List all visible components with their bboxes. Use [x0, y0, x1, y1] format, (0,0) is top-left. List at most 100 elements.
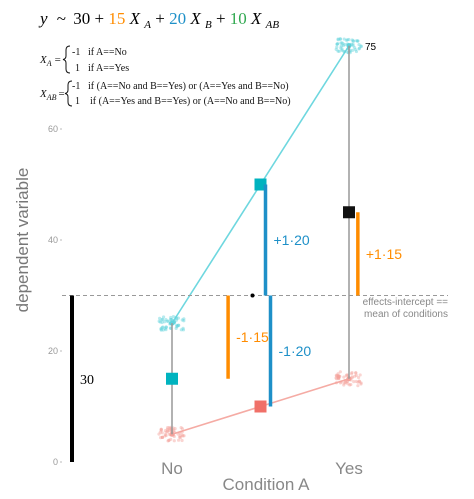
data-point [160, 318, 164, 322]
data-point [166, 428, 170, 433]
xab-coding: XAB = -1 if (A==No and B==Yes) or (A==Yes… [39, 80, 291, 107]
data-point [344, 381, 348, 385]
data-point [174, 326, 178, 331]
data-point [356, 380, 360, 384]
data-point [348, 383, 352, 387]
data-point [161, 328, 166, 332]
data-point [163, 434, 167, 438]
data-point [337, 375, 341, 380]
data-point [162, 320, 167, 324]
x-axis-title: Condition A [223, 475, 311, 494]
data-point [166, 439, 170, 443]
y-axis-title: dependent variable [13, 168, 32, 313]
xa-coding: XA = -1 if A==No 1 if A==Yes [39, 45, 129, 74]
data-point [164, 325, 168, 329]
data-point [350, 371, 354, 375]
data-point [164, 317, 168, 322]
data-point [335, 42, 339, 46]
equation-coef-a: 15 [108, 9, 125, 28]
data-point [351, 42, 355, 46]
data-point [358, 373, 362, 377]
data-point [157, 432, 161, 436]
data-point [353, 48, 358, 52]
data-point [345, 38, 350, 42]
data-point [168, 317, 173, 322]
data-point [347, 37, 351, 42]
level-mean-marker [254, 178, 267, 191]
data-point [359, 381, 363, 385]
data-point [160, 435, 165, 439]
equation-tilde: ~ [57, 9, 66, 28]
data-point [158, 316, 162, 321]
data-point [351, 39, 355, 43]
data-point [342, 381, 346, 385]
data-point [354, 373, 358, 377]
data-point [180, 427, 185, 431]
equation-var-b: X [189, 9, 201, 28]
data-point [167, 428, 172, 432]
effect-bar-label: +1·20 [274, 232, 310, 248]
data-point [159, 428, 163, 432]
data-point [168, 326, 173, 330]
intercept-annotation-line-2: mean of conditions [364, 309, 448, 320]
data-point [167, 438, 171, 443]
equation-sub-ab: AB [265, 19, 280, 31]
data-point [338, 374, 342, 378]
data-point [336, 37, 340, 41]
xab-coding-brace [64, 80, 73, 107]
data-point [354, 379, 358, 384]
data-point [160, 317, 165, 321]
xab-coding-text-1: if (A==No and B==Yes) or (A==Yes and B==… [88, 81, 289, 92]
equation-plus-1: + [95, 9, 105, 28]
data-point [166, 430, 170, 434]
data-point [339, 41, 343, 45]
level-mean-marker [166, 372, 178, 385]
data-point [164, 430, 168, 434]
y-tick-label: 60 [48, 124, 58, 134]
equation-var-ab: X [250, 9, 262, 28]
data-point [336, 374, 340, 378]
data-point [164, 325, 168, 329]
xa-coding-val-2: 1 [75, 63, 80, 74]
equation-plus-3: + [216, 9, 226, 28]
xa-coding-val-1: -1 [72, 47, 80, 58]
data-point [159, 328, 163, 332]
data-point [335, 42, 339, 46]
data-point [161, 325, 165, 329]
x-tick-label: Yes [335, 459, 363, 478]
data-point [161, 315, 166, 319]
top-point-label: 75 [365, 42, 377, 53]
data-point [160, 320, 164, 325]
data-point [343, 380, 347, 384]
equation-coef-ab: 10 [230, 9, 247, 28]
level-mean-marker [343, 206, 355, 219]
data-point [175, 324, 179, 328]
data-point [344, 374, 348, 378]
data-point [334, 373, 338, 377]
data-point [343, 42, 347, 47]
data-point [167, 426, 171, 430]
effect-bar-label: +1·15 [366, 246, 402, 262]
data-point [182, 319, 186, 323]
data-point [359, 44, 363, 48]
data-point [357, 379, 361, 383]
data-point [163, 429, 168, 433]
data-point [356, 384, 360, 388]
data-point [337, 374, 341, 378]
data-point [337, 377, 341, 381]
data-point [159, 427, 163, 431]
data-point [165, 319, 170, 323]
data-point [354, 49, 359, 54]
data-point [171, 314, 176, 319]
data-point [349, 372, 354, 376]
data-point [165, 426, 170, 430]
data-point [157, 319, 161, 323]
data-point [336, 375, 340, 379]
equation-sub-b: B [205, 19, 212, 31]
model-equation: y ~ 30 + 15 X A + 20 X B + 10 X AB [38, 9, 279, 32]
data-point [172, 428, 176, 432]
data-point [182, 317, 186, 321]
data-point [357, 47, 361, 51]
chart-marks-layer: 0 20 40 60 No Yes 30 -1·15 +1·20 -1·20 +1·15 75 [48, 42, 448, 478]
data-point [339, 46, 343, 50]
